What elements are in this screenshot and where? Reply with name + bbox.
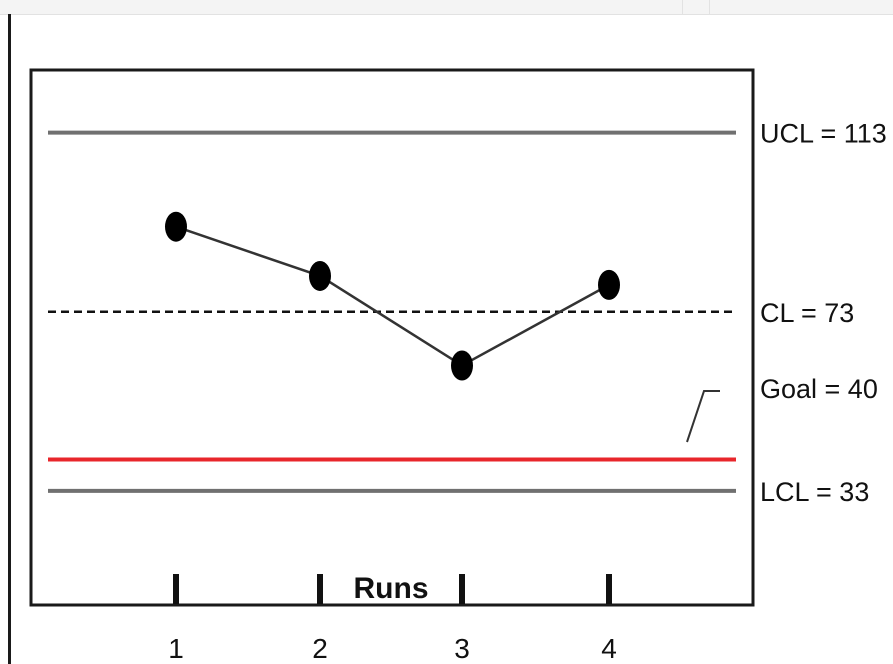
lcl-label: LCL = 33 xyxy=(760,477,869,507)
x-tick-label: 2 xyxy=(312,633,328,664)
plot-area xyxy=(29,68,755,607)
goal-pointer xyxy=(686,390,720,443)
ucl-label: UCL = 113 xyxy=(760,119,887,149)
data-point xyxy=(309,260,331,291)
cl-label: CL = 73 xyxy=(760,298,854,328)
data-point xyxy=(165,211,187,242)
x-ticks xyxy=(173,574,612,604)
series-points xyxy=(165,211,620,381)
window-top-divider xyxy=(682,0,710,14)
window-left-border xyxy=(8,14,11,664)
reference-lines xyxy=(48,130,736,493)
x-tick-label: 4 xyxy=(601,633,617,664)
x-tick-label: 3 xyxy=(454,633,470,664)
x-tick-labels: 1 2 3 4 xyxy=(168,633,617,664)
goal-pointer-line xyxy=(686,390,720,443)
x-tick-label: 1 xyxy=(168,633,184,664)
series-line xyxy=(175,225,610,367)
data-point xyxy=(451,350,473,381)
reference-labels: UCL = 113 CL = 73 Goal = 40 LCL = 33 xyxy=(760,119,887,507)
goal-label: Goal = 40 xyxy=(760,374,878,404)
window-top-bar xyxy=(0,0,893,15)
x-axis-label: Runs xyxy=(354,572,429,605)
series-lines xyxy=(175,225,610,367)
data-point xyxy=(598,269,620,300)
